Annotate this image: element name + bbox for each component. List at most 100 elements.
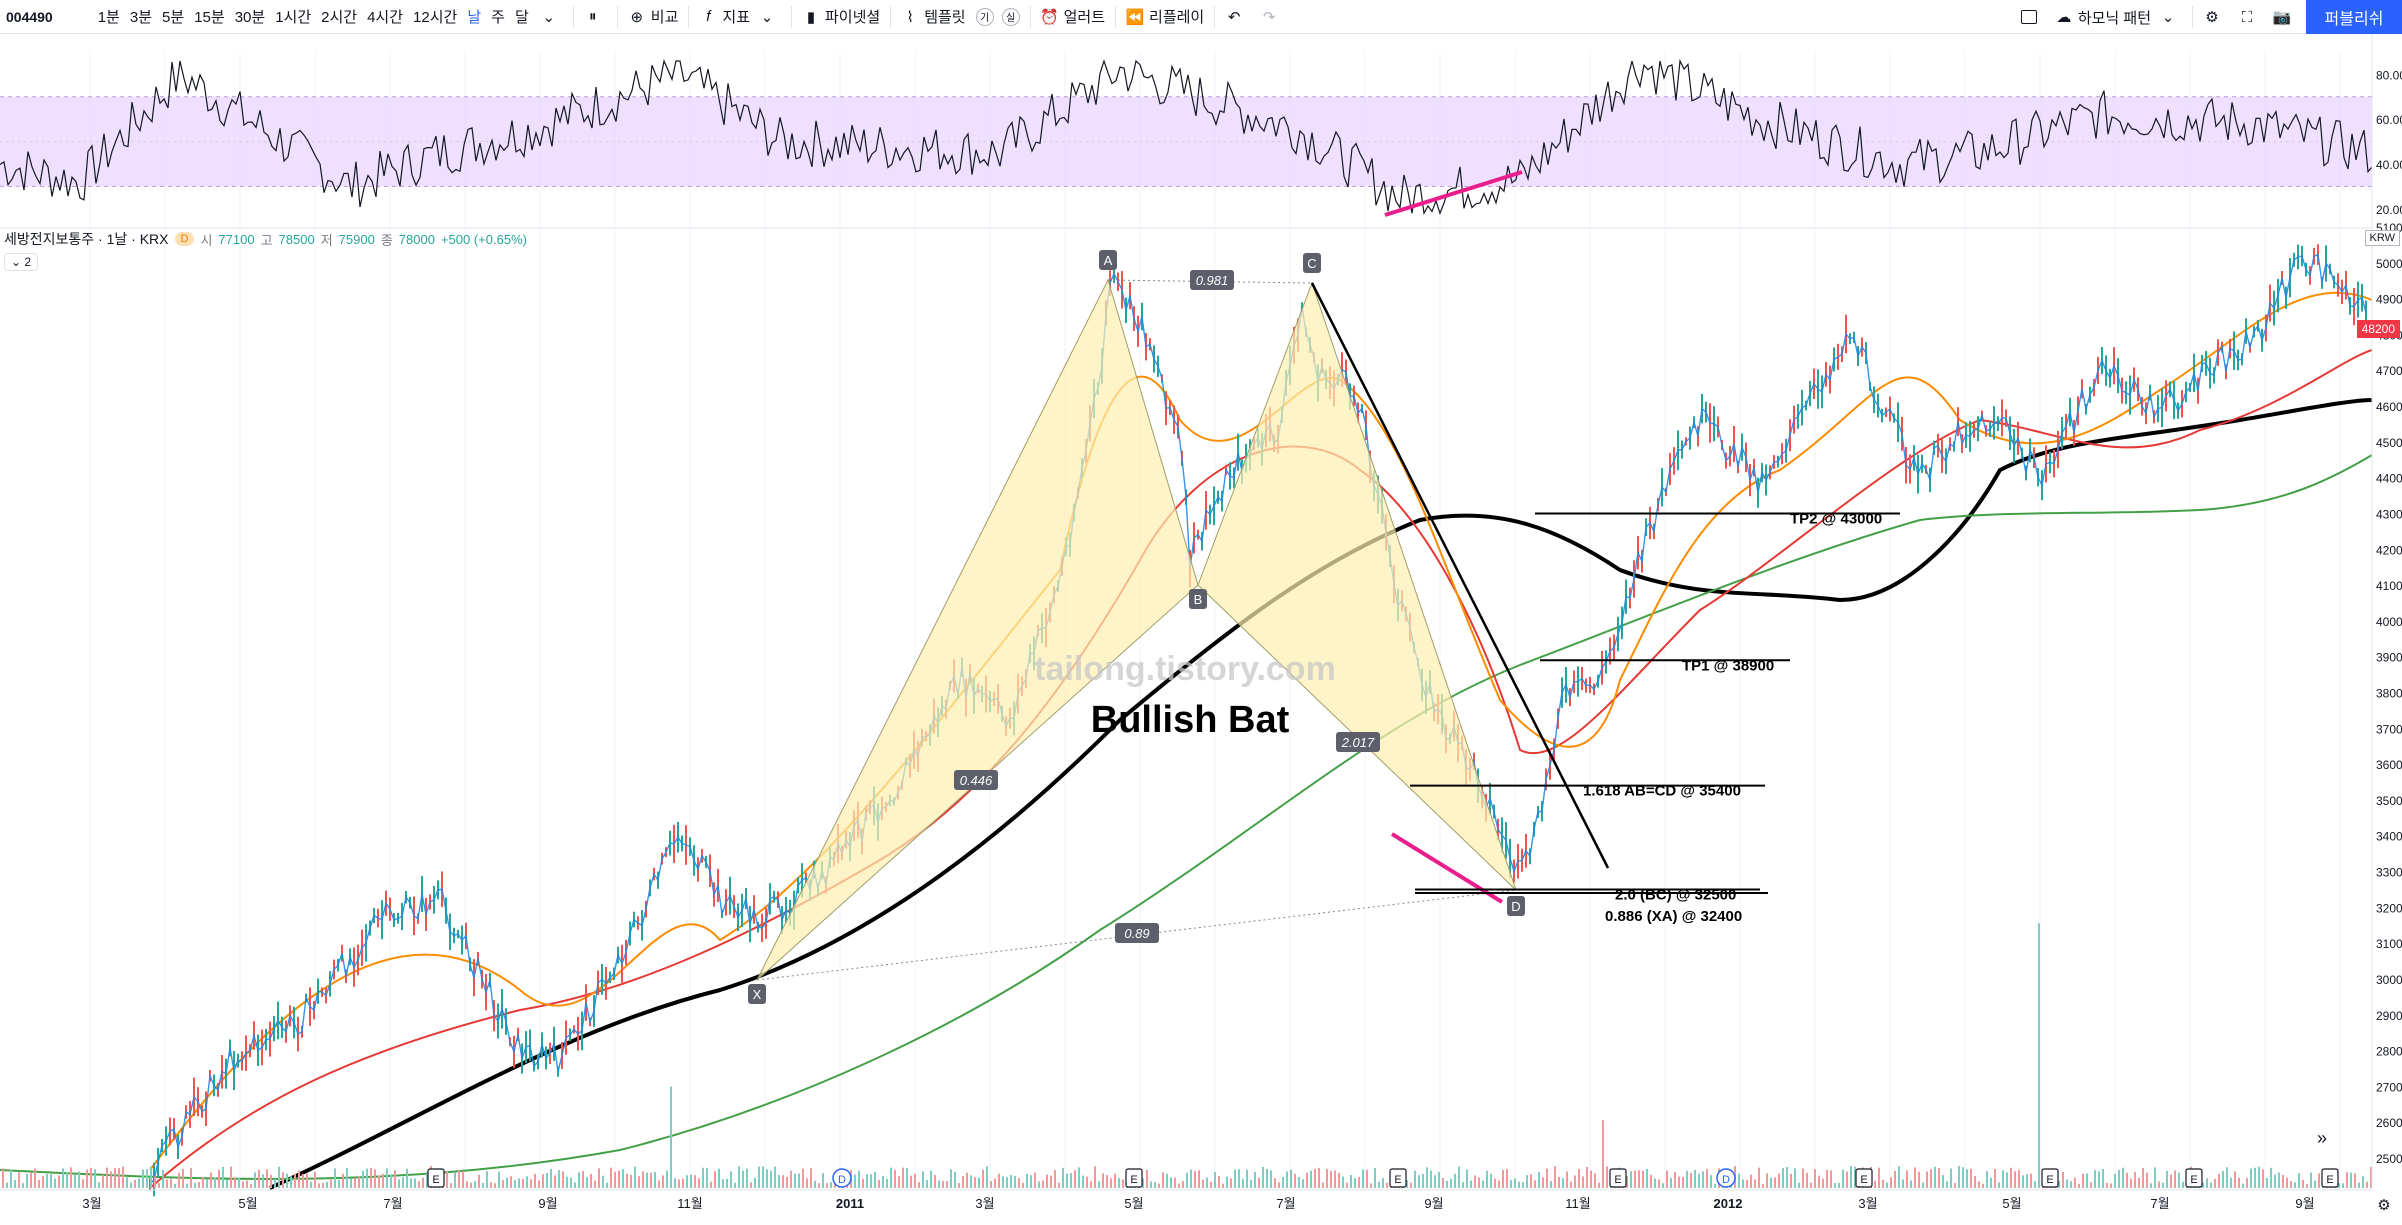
settings-button[interactable]: ⚙ (2197, 0, 2232, 34)
volume-bar (1194, 1171, 1196, 1188)
earnings-marker (1609, 1168, 1627, 1188)
open-value: 77100 (218, 231, 255, 247)
volume-bar (878, 1179, 880, 1188)
volume-bar (2250, 1168, 2252, 1188)
replay-button[interactable]: ⏪ 리플레이 (1120, 0, 1210, 34)
indicators-collapse-button[interactable]: ⌄ 2 (4, 253, 39, 271)
time-axis-label: 11월 (677, 1196, 702, 1211)
volume-bar (806, 1178, 808, 1188)
time-axis-label: 7월 (1276, 1196, 1295, 1211)
volume-bar (894, 1169, 896, 1188)
chart-type-button[interactable]: ⏸ (578, 0, 613, 34)
volume-bar (362, 1170, 364, 1188)
volume-bar (458, 1170, 460, 1188)
volume-bar (782, 1175, 784, 1188)
volume-bar (98, 1182, 100, 1188)
interval-option[interactable]: 3분 (129, 9, 153, 26)
templates-button[interactable]: ⌇ 템플릿 기 실 (895, 0, 1025, 34)
chevron-down-icon: ⌄ (542, 8, 556, 26)
interval-option[interactable]: 12시간 (413, 9, 458, 26)
rsi-axis-label: 60.00 (2376, 113, 2402, 127)
volume-bar (2146, 1172, 2148, 1188)
financials-label: 파이넷셜 (825, 9, 881, 26)
snapshot-button[interactable]: 📷 (2267, 0, 2302, 34)
volume-bar (1058, 1182, 1060, 1188)
volume-bar (2218, 1173, 2220, 1188)
volume-bar (1382, 1178, 1384, 1188)
volume-bar (2234, 1171, 2236, 1188)
interval-option[interactable]: 5분 (162, 9, 185, 26)
interval-option[interactable]: 날 (467, 9, 482, 26)
volume-bar (774, 1166, 776, 1188)
volume-bar (426, 1171, 428, 1188)
volume-bar (826, 1183, 828, 1188)
series-legend[interactable]: 세방전지보통주 · 1날 · KRX D 시 77100 고 78500 저 7590… (4, 229, 527, 249)
volume-bar (1658, 1179, 1660, 1188)
volume-bar (1062, 1167, 1064, 1188)
volume-bar (1066, 1173, 1068, 1188)
interval-option[interactable]: 30분 (234, 9, 266, 26)
volume-bar (2302, 1179, 2304, 1188)
volume-bar (1930, 1169, 1932, 1188)
indicators-button[interactable]: f 지표 ⌄ (693, 0, 787, 34)
volume-bar (2342, 1183, 2344, 1188)
dividend-marker (832, 1168, 852, 1188)
volume-bar (1090, 1181, 1092, 1188)
currency-tag[interactable]: KRW (2364, 230, 2400, 246)
undo-button[interactable]: ↶ (1219, 0, 1254, 34)
volume-bar (2290, 1181, 2292, 1188)
volume-bar (1370, 1183, 1372, 1188)
fullscreen-button[interactable]: ⛶ (2232, 0, 2267, 34)
financials-button[interactable]: ▮ 파이넷셜 (796, 0, 886, 34)
volume-bar (1454, 1173, 1456, 1188)
change-value: +500 (+0.65%) (440, 231, 527, 247)
alert-button[interactable]: ⏰ 얼러트 (1035, 0, 1111, 34)
interval-dropdown[interactable]: ⌄ (534, 0, 569, 34)
volume-bar (1946, 1181, 1948, 1188)
volume-bar (214, 1177, 216, 1188)
volume-bar (298, 1170, 300, 1188)
volume-bar (226, 1179, 228, 1188)
interval-option[interactable]: 1분 (97, 9, 120, 26)
interval-option[interactable]: 15분 (194, 9, 225, 26)
volume-bar (1714, 1183, 1716, 1188)
close-value: 78000 (398, 231, 435, 247)
volume-bar (958, 1183, 960, 1188)
ratio-badge-label: 2.017 (1341, 735, 1375, 750)
template-badge[interactable]: 실 (1001, 7, 1020, 26)
volume-bar (694, 1175, 696, 1188)
volume-bar (1638, 1170, 1640, 1188)
volume-bar (966, 1172, 968, 1188)
volume-bar (1986, 1171, 1988, 1188)
volume-bar (2110, 1183, 2112, 1188)
interval-option[interactable]: 2시간 (321, 9, 358, 26)
volume-bar (2178, 1172, 2180, 1188)
interval-option[interactable]: 1시간 (275, 9, 312, 26)
symbol-search[interactable]: 004490 (6, 8, 53, 25)
volume-bar (1206, 1177, 1208, 1188)
chart-canvas[interactable]: X A B C D 0.981 0.446 2.017 0.89 TP2 @ 43000 TP1 @… (0, 34, 2402, 1220)
compare-label: 비교 (650, 9, 679, 26)
earnings-marker (1125, 1168, 1143, 1188)
volume-bar (1878, 1167, 1880, 1188)
template-badge[interactable]: 기 (975, 7, 994, 26)
harmonic-pattern-button[interactable]: ☁ 하모닉 패턴 ⌄ (2049, 0, 2188, 34)
interval-option[interactable]: 달 (514, 9, 529, 26)
redo-button[interactable]: ↷ (1254, 0, 1289, 34)
point-marker-a (1099, 250, 1117, 270)
volume-bar (2158, 1181, 2160, 1188)
publish-button[interactable]: 퍼블리쉬 (2306, 0, 2402, 34)
interval-option[interactable]: 4시간 (367, 9, 404, 26)
volume-bar (1198, 1170, 1200, 1188)
volume-bar (242, 1181, 244, 1188)
volume-bar (926, 1180, 928, 1188)
interval-option[interactable]: 주 (491, 9, 505, 26)
template-icon: ⌇ (906, 8, 914, 26)
layout-button[interactable] (2014, 0, 2049, 34)
volume-bar (394, 1170, 396, 1188)
volume-bar (1590, 1170, 1592, 1188)
compare-button[interactable]: ⊕ 비교 (622, 0, 685, 34)
chart-area[interactable]: X A B C D 0.981 0.446 2.017 0.89 TP2 @ 43000 TP1 @… (0, 34, 2402, 1220)
volume-bar (302, 1173, 304, 1188)
volume-bar (2058, 1181, 2060, 1188)
